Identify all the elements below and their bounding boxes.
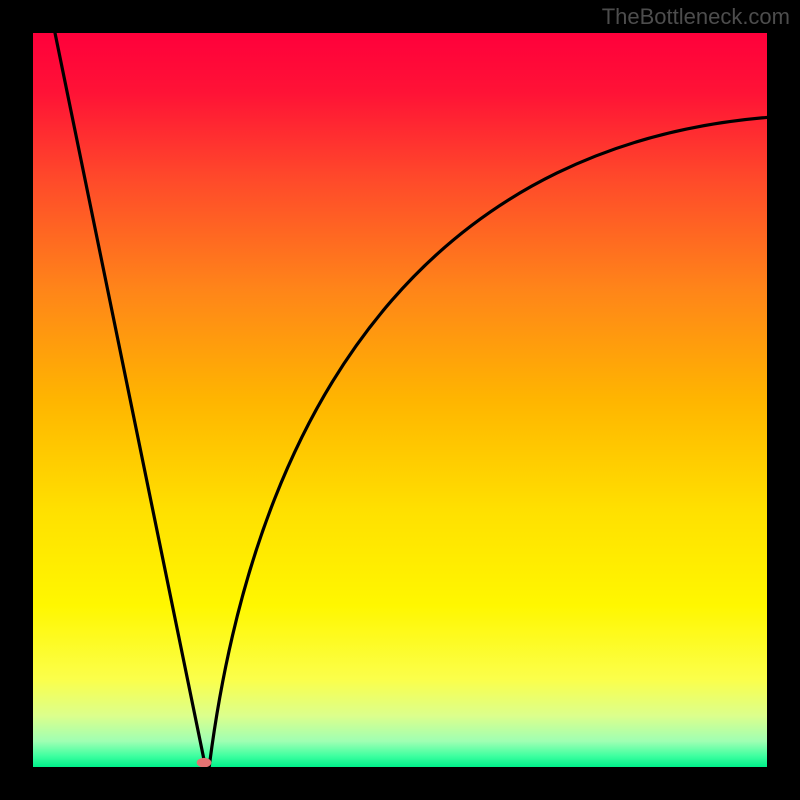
chart-container: TheBottleneck.com xyxy=(0,0,800,800)
minimum-marker-icon xyxy=(197,758,212,768)
watermark-text: TheBottleneck.com xyxy=(602,4,790,30)
bottleneck-curve-chart xyxy=(0,0,800,800)
gradient-background xyxy=(33,33,767,767)
